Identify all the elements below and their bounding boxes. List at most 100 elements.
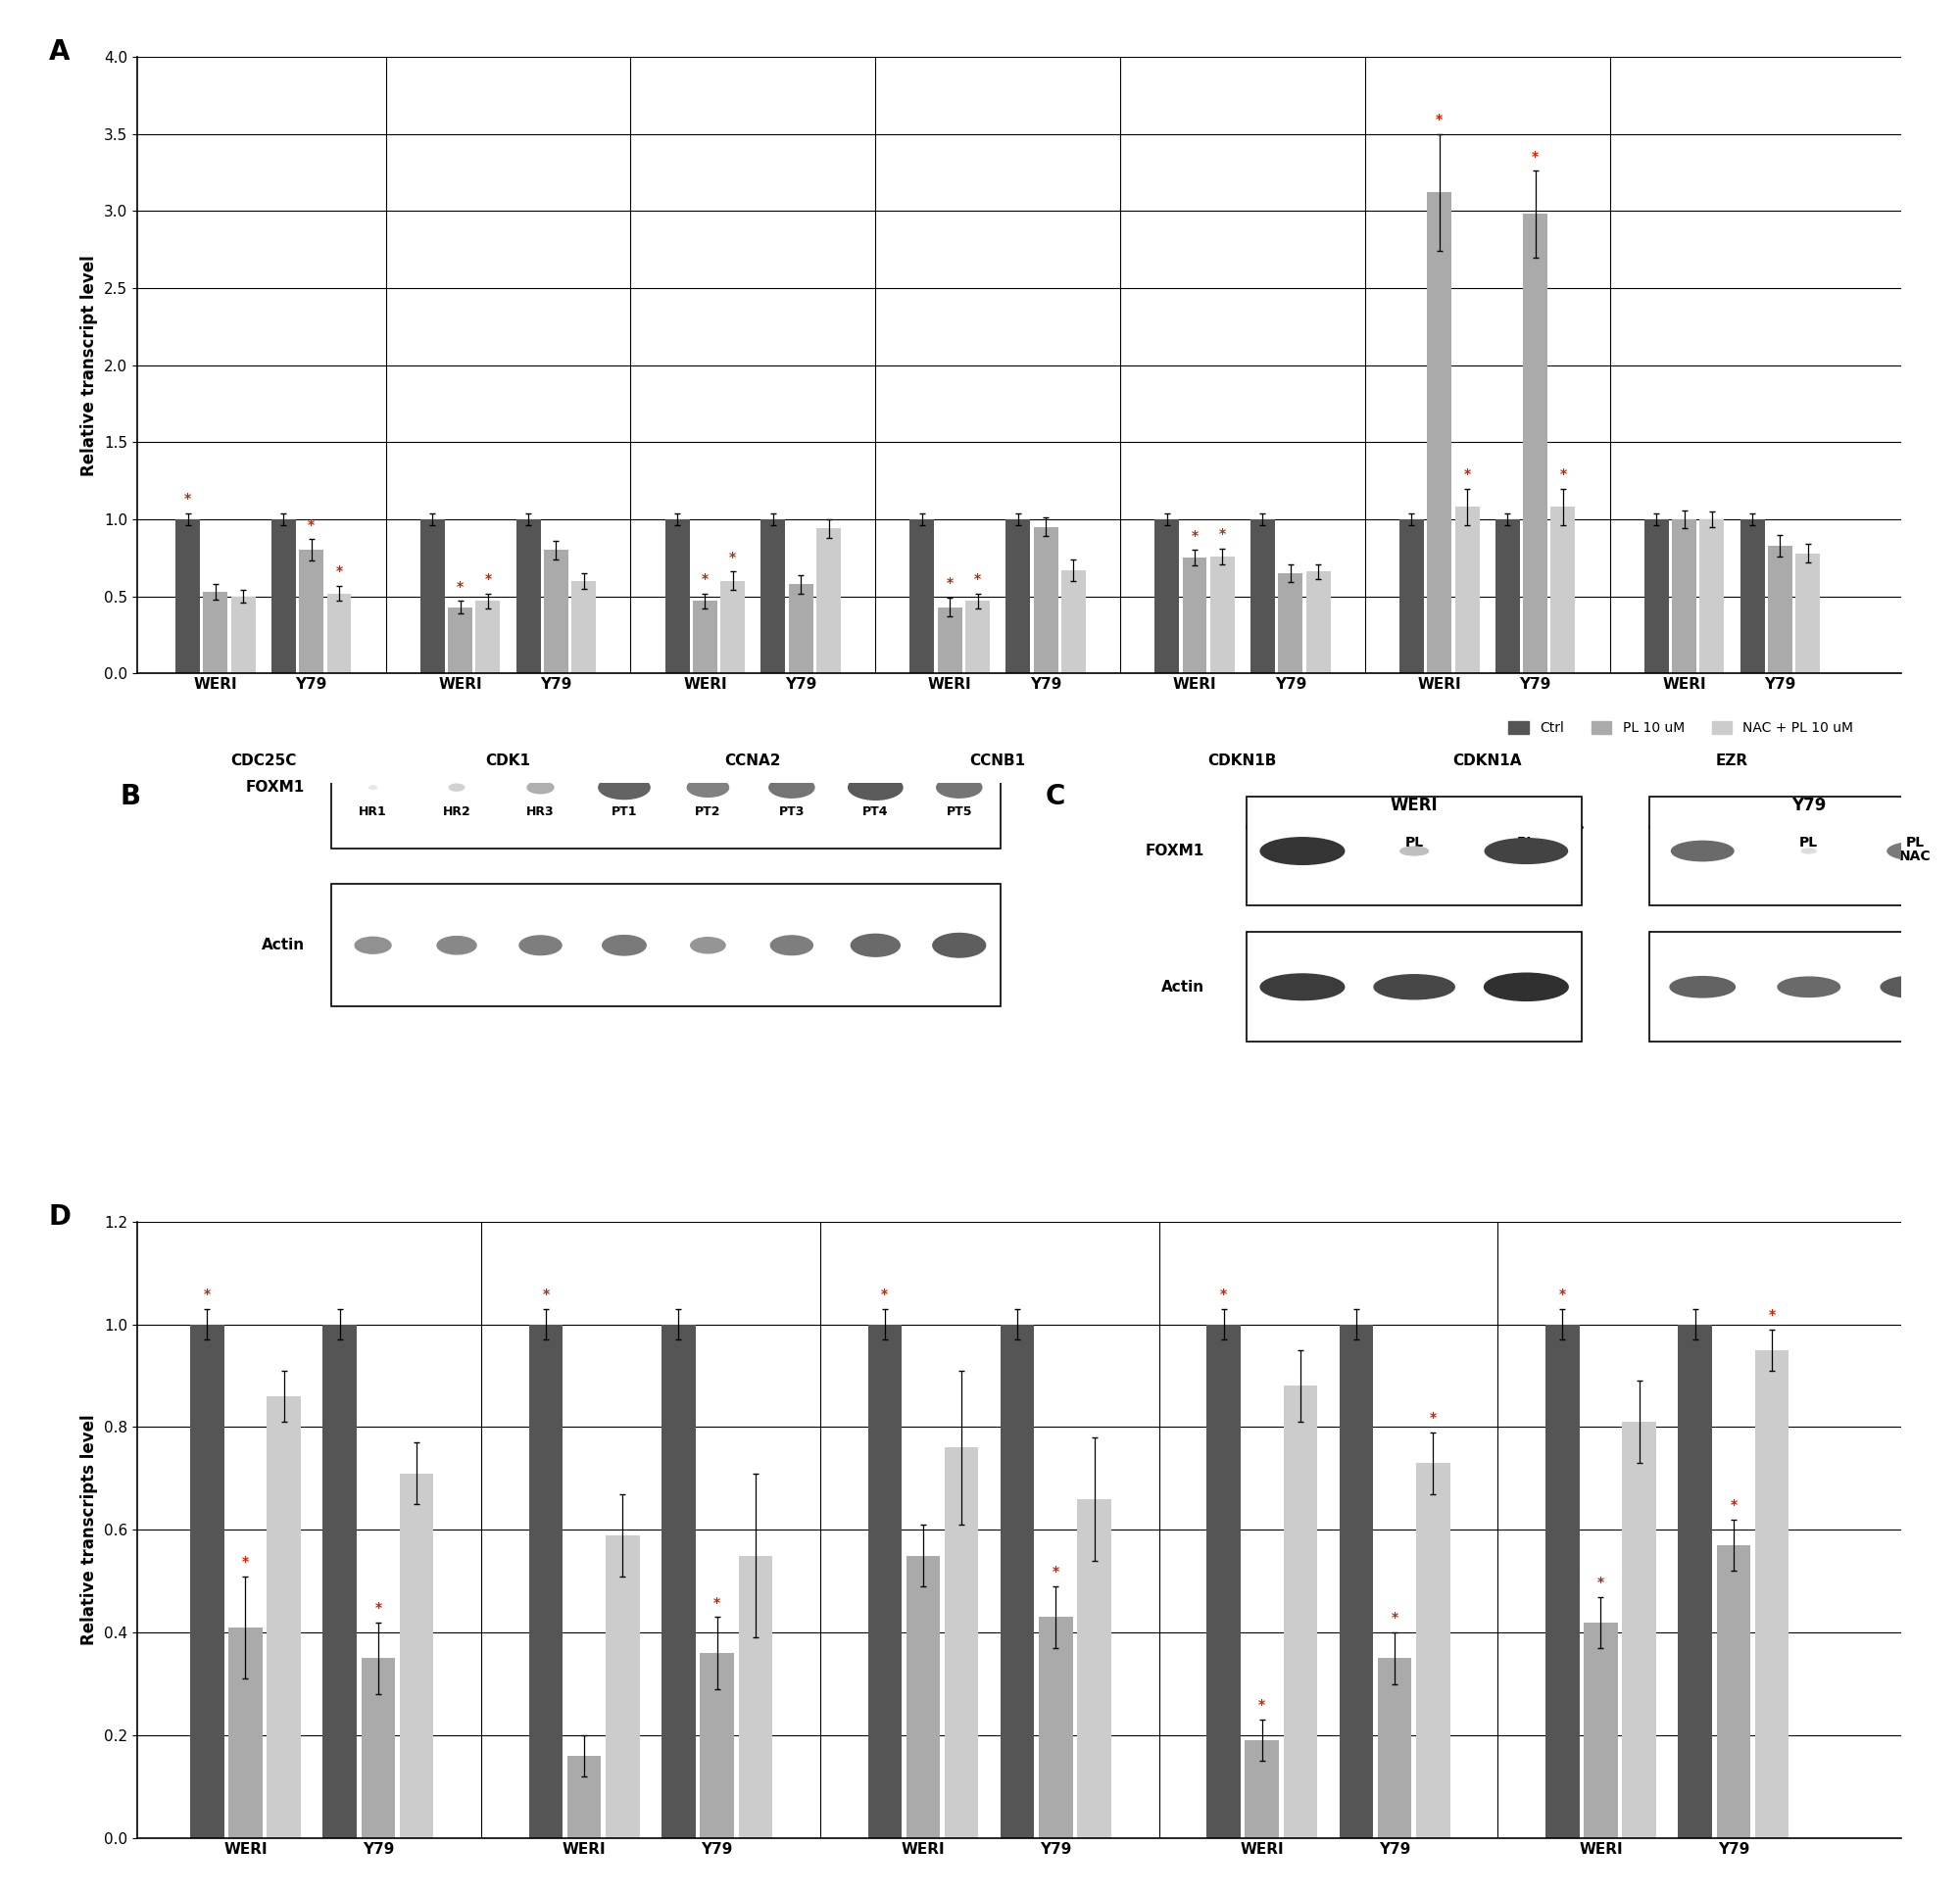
Bar: [945, 1448, 978, 1838]
Bar: [909, 519, 935, 673]
Ellipse shape: [688, 779, 729, 798]
Bar: [566, 1757, 602, 1838]
Text: PT3: PT3: [778, 805, 806, 819]
Bar: [1154, 519, 1180, 673]
Text: *: *: [241, 1554, 249, 1569]
Bar: [1754, 1349, 1789, 1838]
Text: *: *: [204, 1287, 210, 1302]
Text: *: *: [1053, 1565, 1058, 1579]
Ellipse shape: [1260, 974, 1345, 1001]
Text: *: *: [1558, 1287, 1566, 1302]
Bar: [1247, 796, 1582, 906]
Text: *: *: [1219, 1287, 1227, 1302]
Bar: [1740, 519, 1764, 673]
Bar: [1584, 1622, 1617, 1838]
Bar: [270, 519, 296, 673]
Text: *: *: [1392, 1611, 1397, 1624]
Bar: [906, 1556, 941, 1838]
Bar: [419, 519, 445, 673]
Text: *: *: [184, 491, 192, 506]
Ellipse shape: [1882, 976, 1950, 999]
Text: HR2: HR2: [443, 805, 470, 819]
Bar: [1182, 557, 1207, 673]
Text: *: *: [1258, 1698, 1266, 1713]
Bar: [1247, 932, 1582, 1042]
Bar: [1768, 546, 1791, 673]
Ellipse shape: [368, 786, 376, 788]
Y-axis label: Relative transcript level: Relative transcript level: [80, 254, 98, 476]
Legend: Ctrl, PL 10 uM, NAC + PL 10 uM: Ctrl, PL 10 uM, NAC + PL 10 uM: [1503, 716, 1860, 741]
Bar: [739, 1556, 772, 1838]
Bar: [1000, 1325, 1035, 1838]
Bar: [331, 883, 1002, 1006]
Text: EZR: EZR: [1715, 754, 1748, 767]
Ellipse shape: [602, 936, 647, 955]
Text: *: *: [1464, 466, 1470, 481]
Bar: [327, 593, 351, 673]
Bar: [1717, 1544, 1750, 1838]
Text: PL
NAC: PL NAC: [1511, 836, 1543, 862]
Text: CDKN1A: CDKN1A: [1452, 754, 1521, 767]
Bar: [1060, 570, 1086, 673]
Bar: [1209, 557, 1235, 673]
Bar: [361, 1658, 396, 1838]
Bar: [817, 529, 841, 673]
Bar: [1672, 519, 1697, 673]
Ellipse shape: [437, 936, 476, 955]
Ellipse shape: [851, 934, 900, 957]
Ellipse shape: [933, 932, 986, 957]
Text: FOXM1: FOXM1: [245, 781, 304, 794]
Text: *: *: [457, 580, 465, 593]
Text: HR1: HR1: [359, 805, 386, 819]
Ellipse shape: [1672, 841, 1735, 860]
Bar: [231, 597, 255, 673]
Text: *: *: [374, 1601, 382, 1615]
Bar: [1523, 214, 1548, 673]
Bar: [1245, 1740, 1278, 1838]
Text: PT4: PT4: [862, 805, 888, 819]
Ellipse shape: [849, 775, 902, 800]
Text: Y79: Y79: [1791, 796, 1827, 813]
Text: *: *: [947, 576, 953, 589]
Bar: [1278, 574, 1303, 673]
Text: B: B: [120, 783, 141, 811]
Bar: [529, 1325, 563, 1838]
Text: *: *: [974, 572, 982, 586]
Text: *: *: [1219, 527, 1225, 540]
Ellipse shape: [449, 785, 465, 790]
Text: PT1: PT1: [612, 805, 637, 819]
Bar: [788, 584, 813, 673]
Text: *: *: [1429, 1410, 1437, 1425]
Bar: [400, 1472, 433, 1838]
Bar: [868, 1325, 902, 1838]
Bar: [267, 1397, 300, 1838]
Text: PL: PL: [1405, 836, 1423, 849]
Bar: [1039, 1616, 1072, 1838]
Ellipse shape: [1486, 838, 1568, 864]
Bar: [1495, 519, 1519, 673]
Ellipse shape: [690, 938, 725, 953]
Ellipse shape: [937, 777, 982, 798]
Bar: [1623, 1421, 1656, 1838]
Text: C: C: [1045, 783, 1064, 811]
Ellipse shape: [1670, 976, 1735, 997]
Ellipse shape: [1484, 974, 1568, 1001]
Bar: [1650, 932, 1960, 1042]
Bar: [1427, 193, 1452, 673]
Ellipse shape: [527, 781, 553, 794]
Text: *: *: [1560, 466, 1566, 481]
Text: PT5: PT5: [947, 805, 972, 819]
Bar: [572, 582, 596, 673]
Bar: [1454, 508, 1480, 673]
Bar: [300, 550, 323, 673]
Ellipse shape: [768, 777, 813, 798]
Y-axis label: Relative transcripts level: Relative transcripts level: [80, 1414, 98, 1645]
Text: *: *: [1192, 529, 1198, 542]
Bar: [692, 601, 717, 673]
Text: FOXM1: FOXM1: [1145, 843, 1203, 858]
Text: *: *: [484, 572, 492, 586]
Bar: [515, 519, 541, 673]
Text: *: *: [882, 1287, 888, 1302]
Ellipse shape: [770, 936, 813, 955]
Ellipse shape: [1887, 841, 1942, 860]
